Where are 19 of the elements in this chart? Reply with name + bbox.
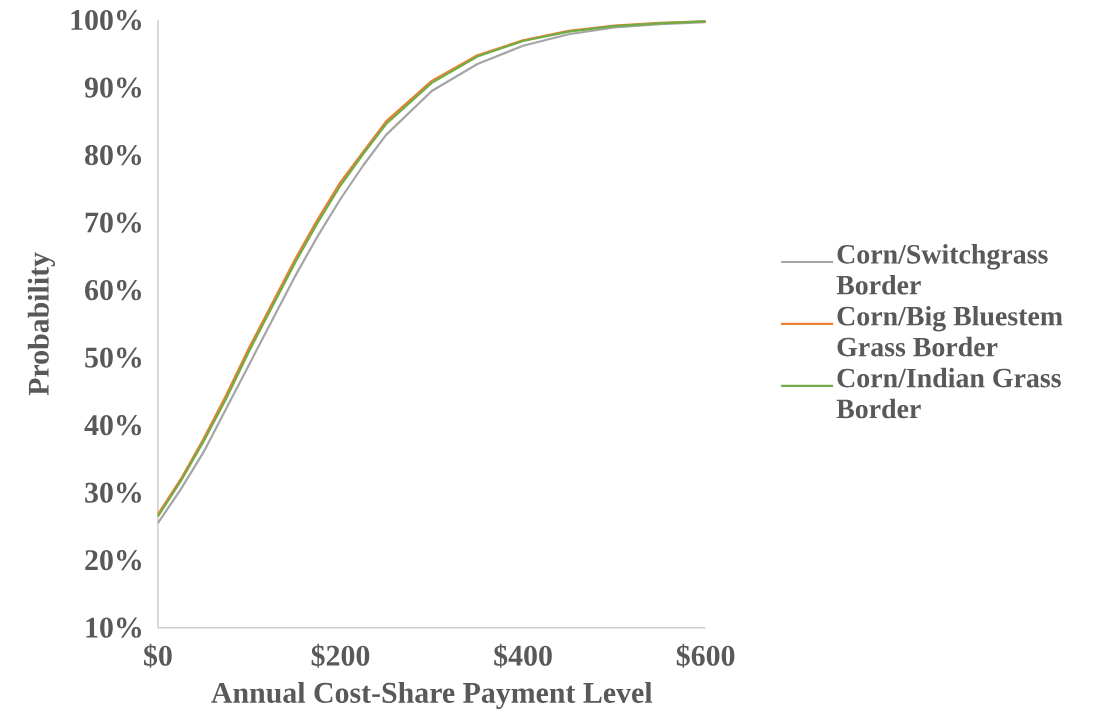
legend-label: Corn/Indian Grass Border (836, 367, 1061, 419)
y-tick-label: 100% (71, 10, 141, 31)
y-tick-label: 80% (85, 145, 141, 166)
y-tick-label: 40% (84, 415, 141, 436)
y-tick-label: 20% (85, 550, 141, 571)
legend-label: Corn/Big Bluestem Grass Border (837, 306, 1063, 357)
x-tick-label: $600 (676, 644, 735, 668)
y-tick-label: 50% (85, 347, 141, 368)
y-axis-title: Probability (27, 252, 55, 396)
x-tick-label: $400 (494, 644, 552, 668)
y-tick-label: 90% (84, 77, 141, 98)
x-axis-title: Annual Cost-Share Payment Level (211, 682, 653, 710)
y-tick-label: 10% (86, 617, 141, 639)
y-tick-label: 70% (85, 212, 141, 233)
y-tick-label: 30% (85, 482, 141, 503)
y-tick-label: 60% (85, 280, 141, 301)
legend-label: Corn/Switchgrass Border (836, 244, 1048, 295)
x-tick-label: $200 (311, 644, 370, 668)
x-tick-label: $0 (144, 644, 172, 668)
